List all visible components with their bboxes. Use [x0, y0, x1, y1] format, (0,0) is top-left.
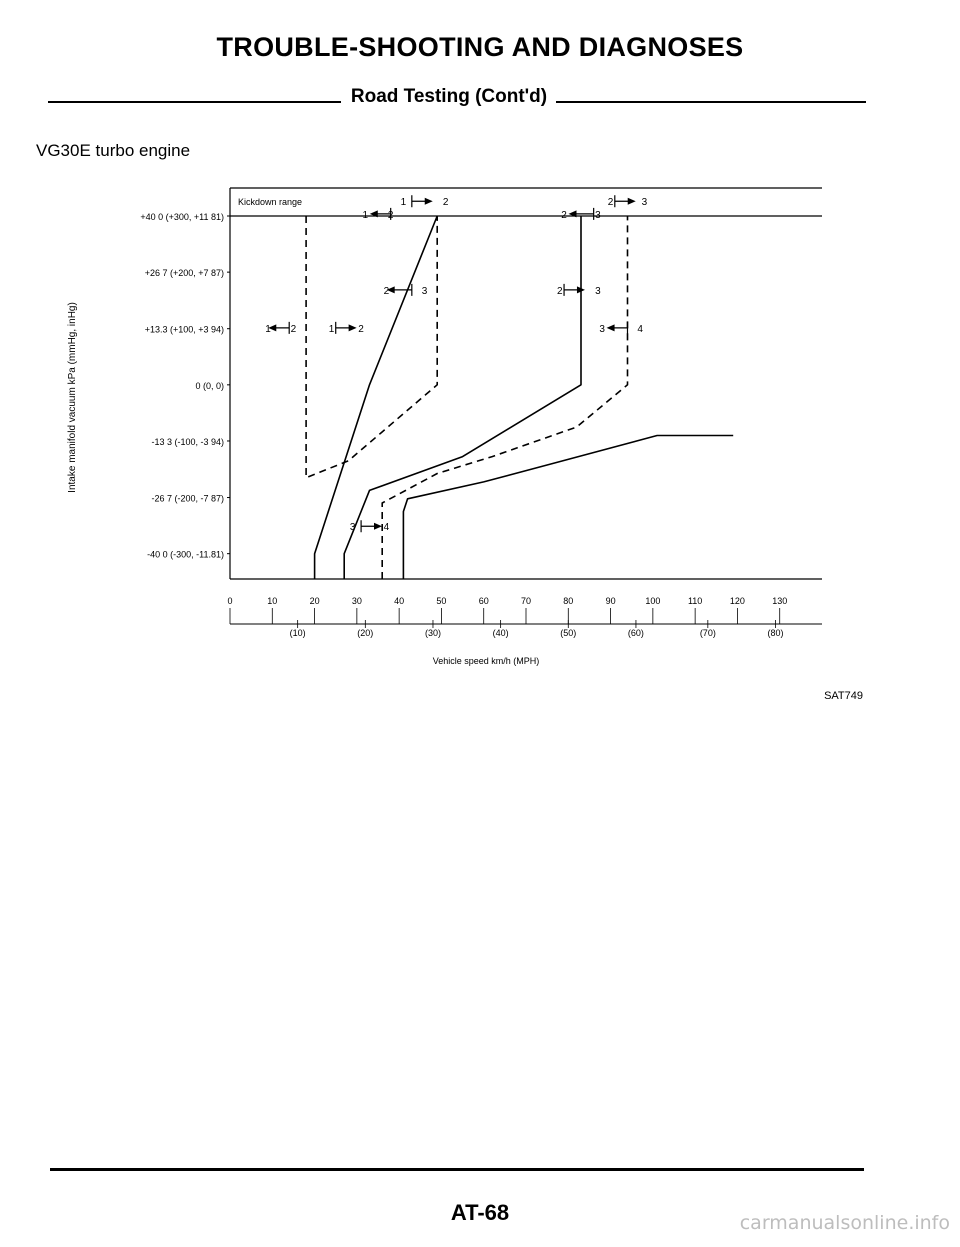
x-tick-label: 130 — [772, 596, 787, 606]
kickdown-range-label: Kickdown range — [238, 197, 302, 207]
x-tick-mph-label: (60) — [628, 628, 644, 638]
x-tick-label: 50 — [436, 596, 446, 606]
section-subheader: Road Testing (Cont'd) — [48, 86, 866, 110]
gear-annotation: 2 — [384, 286, 390, 297]
shift-arrow-head — [268, 324, 277, 332]
page-title: TROUBLE-SHOOTING AND DIAGNOSES — [216, 32, 744, 62]
y-tick-label: 0 (0, 0) — [195, 381, 224, 391]
shift-arrow-head — [386, 286, 395, 294]
x-tick-label: 40 — [394, 596, 404, 606]
y-tick-label: +40 0 (+300, +11 81) — [140, 212, 224, 222]
shift-arrow-head — [576, 286, 585, 294]
x-tick-label: 120 — [730, 596, 745, 606]
x-tick-label: 70 — [521, 596, 531, 606]
shift-arrow-head — [348, 324, 357, 332]
x-tick-label: 60 — [479, 596, 489, 606]
x-tick-mph-label: (80) — [767, 628, 783, 638]
gear-annotation: 2 — [358, 324, 364, 335]
gear-annotation: 1 — [401, 197, 407, 208]
figure-code: SAT749 — [824, 690, 863, 702]
x-tick-mph-label: (50) — [560, 628, 576, 638]
shift-arrow-head — [369, 210, 378, 218]
x-tick-label: 110 — [688, 596, 702, 606]
gear-annotation: 4 — [637, 324, 643, 335]
subheader-rule-right — [556, 101, 866, 103]
shift-arrow-head — [568, 210, 577, 218]
shift-arrow-head — [374, 522, 382, 530]
y-axis-title: Intake manifold vacuum kPa (mmHg, inHg) — [67, 302, 78, 493]
shift-arrow-head — [424, 197, 433, 205]
gear-annotation: 2 — [443, 197, 449, 208]
x-tick-mph-label: (40) — [493, 628, 509, 638]
x-tick-label: 20 — [310, 596, 320, 606]
y-tick-label: +13.3 (+100, +3 94) — [145, 325, 224, 335]
gear-annotation: 2 — [291, 324, 297, 335]
x-tick-label: 30 — [352, 596, 362, 606]
x-axis-title: Vehicle speed km/h (MPH) — [433, 656, 540, 666]
x-tick-label: 100 — [645, 596, 660, 606]
gear-annotation: 1 — [363, 210, 369, 221]
x-tick-mph-label: (20) — [357, 628, 373, 638]
gear-annotation: 1 — [329, 324, 335, 335]
gear-annotation: 3 — [422, 286, 428, 297]
gear-annotation: 3 — [599, 324, 605, 335]
x-tick-label: 80 — [563, 596, 573, 606]
gear-annotation: 2 — [561, 210, 567, 221]
x-tick-mph-label: (30) — [425, 628, 441, 638]
subheader-rule-left — [48, 101, 341, 103]
shift-line — [381, 216, 629, 579]
x-tick-label: 10 — [267, 596, 277, 606]
y-tick-label: -40 0 (-300, -11.81) — [147, 550, 224, 560]
shift-line — [402, 434, 734, 579]
gear-annotation: 4 — [384, 522, 390, 533]
shift-line — [343, 216, 582, 579]
gear-annotation: 2 — [608, 197, 614, 208]
y-tick-label: -13 3 (-100, -3 94) — [151, 437, 224, 447]
watermark: carmanualsonline.info — [739, 1212, 950, 1234]
shift-schedule-chart: Kickdown range +40 0 (+300, +11 81) +26 7 … — [67, 187, 822, 666]
x-tick-mph-label: (10) — [290, 628, 306, 638]
engine-label: VG30E turbo engine — [36, 141, 191, 160]
subheader-text: Road Testing (Cont'd) — [350, 86, 548, 107]
shift-line — [313, 215, 438, 579]
gear-annotation: 3 — [350, 522, 356, 533]
x-tick-label: 90 — [606, 596, 616, 606]
footer-rule — [50, 1168, 864, 1171]
gear-annotation: 3 — [595, 210, 601, 221]
x-tick-label: 0 — [227, 596, 232, 606]
gear-annotation: 1 — [265, 324, 271, 335]
page-number: AT-68 — [450, 1200, 510, 1225]
gear-annotation: 2 — [557, 286, 563, 297]
y-tick-label: +26 7 (+200, +7 87) — [145, 268, 224, 278]
x-tick-mph-label: (70) — [700, 628, 716, 638]
gear-annotation: 3 — [642, 197, 648, 208]
shift-line — [305, 216, 438, 479]
shift-arrow-head — [606, 324, 615, 332]
shift-arrow-head — [627, 197, 636, 205]
gear-annotation: 3 — [595, 286, 601, 297]
y-tick-label: -26 7 (-200, -7 87) — [151, 494, 224, 504]
